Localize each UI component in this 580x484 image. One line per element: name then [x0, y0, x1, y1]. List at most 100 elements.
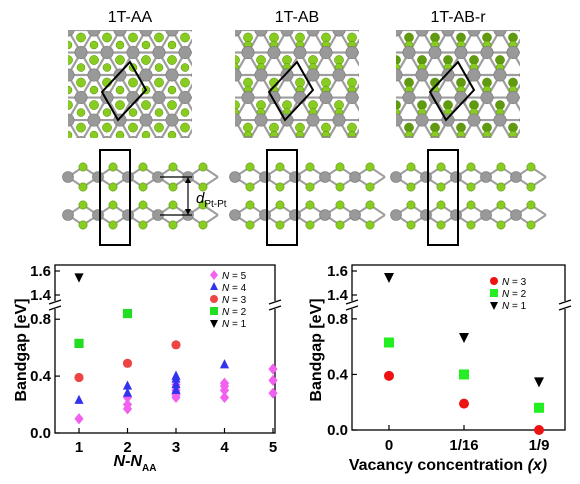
pt-atom [205, 136, 217, 148]
se-atom [115, 191, 124, 200]
se-atom [534, 78, 543, 87]
se-atom [206, 123, 215, 132]
pt-atom [416, 159, 428, 171]
pt-atom [533, 1, 545, 13]
side-view-lattice [62, 149, 219, 246]
pt-atom [36, 159, 48, 171]
se-atom [233, 154, 241, 162]
y-tick-label: 1.4 [30, 287, 52, 304]
se-atom [256, 145, 265, 154]
data-point-circle [171, 340, 181, 350]
se-atom [205, 154, 213, 162]
se-atom [257, 18, 265, 26]
axis-break-mark [345, 299, 359, 305]
pt-atom [372, 46, 384, 58]
se-atom [219, 100, 228, 109]
se-atom [335, 220, 345, 230]
se-atom [205, 109, 213, 117]
pt-atom [179, 181, 191, 193]
se-atom [192, 41, 200, 49]
pt-atom [385, 24, 397, 36]
se-atom [103, 154, 111, 162]
se-atom [89, 100, 99, 110]
pt-atom [254, 30, 268, 37]
pt-atom [235, 30, 242, 37]
se-atom [256, 191, 265, 200]
se-atom [456, 130, 466, 138]
y-tick-label: 1.6 [30, 263, 51, 280]
pt-atom [242, 1, 254, 13]
se-atom [275, 162, 285, 172]
pt-atom [49, 1, 61, 13]
pt-atom [390, 171, 402, 183]
se-atom [108, 220, 118, 230]
se-atom [245, 191, 254, 200]
pt-atom [87, 113, 101, 127]
se-atom [366, 109, 374, 117]
se-atom [348, 221, 356, 229]
pt-atom [62, 171, 74, 183]
se-atom [361, 18, 369, 26]
se-atom [220, 86, 228, 94]
x-tick-label: 4 [220, 439, 229, 456]
se-atom [413, 154, 421, 162]
se-atom [347, 130, 357, 138]
pt-atom [216, 181, 228, 193]
axis-break-mark [48, 305, 62, 311]
se-atom [496, 182, 506, 192]
se-atom [335, 182, 345, 192]
pt-atom [280, 68, 294, 82]
se-atom [387, 199, 395, 207]
se-atom [335, 162, 345, 172]
se-atom [456, 122, 466, 133]
se-atom [374, 131, 382, 139]
se-atom [102, 122, 112, 133]
se-atom [38, 221, 46, 229]
pt-atom [229, 209, 241, 221]
se-atom [218, 131, 226, 139]
pt-atom [507, 181, 519, 193]
pt-atom [390, 159, 402, 171]
se-atom [38, 41, 46, 49]
pt-atom [87, 68, 101, 82]
x-tick-label: 5 [269, 439, 277, 456]
pt-atom [385, 114, 397, 126]
se-atom [387, 109, 395, 117]
y-tick-label: 0.8 [327, 311, 348, 328]
se-atom [508, 32, 518, 43]
se-atom [573, 145, 580, 154]
pt-atom [178, 91, 192, 105]
structure-title-1t-ab-r: 1T-AB-r [430, 9, 486, 26]
legend-entry: N = 1 [222, 319, 247, 330]
se-atom [305, 182, 315, 192]
right-ylabel: Bandgap [eV] [308, 298, 325, 401]
pt-atom [179, 1, 191, 13]
se-atom [522, 154, 530, 162]
pt-atom [364, 24, 376, 36]
se-atom [534, 33, 543, 42]
se-atom [12, 221, 20, 229]
se-atom [50, 168, 59, 177]
se-atom [191, 78, 200, 87]
pt-atom [467, 30, 481, 37]
se-atom [138, 182, 148, 192]
se-atom [168, 182, 178, 192]
se-atom [68, 100, 73, 110]
data-point-diamond [219, 377, 230, 389]
se-atom [526, 182, 536, 192]
pt-atom [139, 113, 153, 127]
se-atom [219, 145, 228, 154]
se-atom [439, 154, 447, 162]
side-view-lattice [229, 149, 386, 246]
data-point-triangle-up [171, 379, 181, 389]
se-atom [89, 85, 99, 95]
pt-atom [102, 136, 112, 138]
left-ylabel: Bandgap [eV] [13, 298, 30, 401]
bandgap-vs-vacancy-chart: Bandgap [eV] Vacancy concentration (x) 0… [308, 263, 572, 474]
pt-atom [74, 46, 88, 60]
se-atom [12, 131, 20, 139]
se-atom [378, 123, 387, 132]
pt-atom [231, 181, 243, 193]
legend-entry: N = 3 [502, 277, 527, 288]
pt-atom [254, 113, 268, 127]
